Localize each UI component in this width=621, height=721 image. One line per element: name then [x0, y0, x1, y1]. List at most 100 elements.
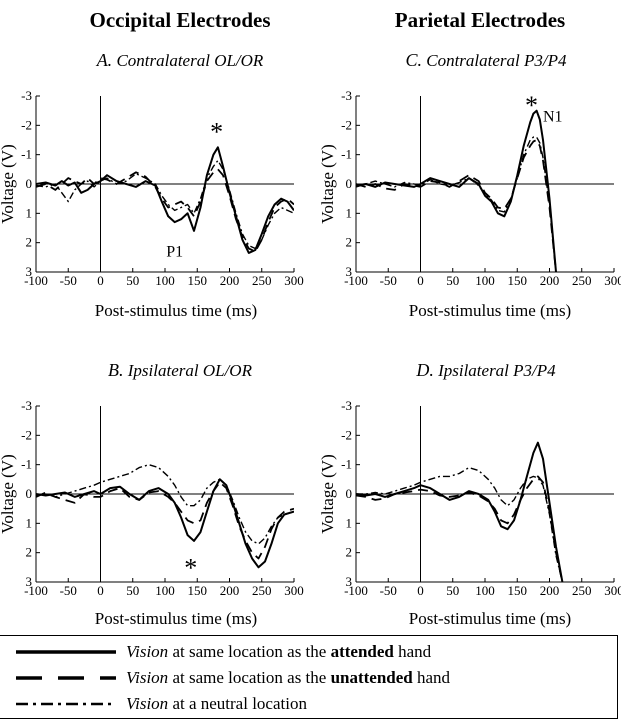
- y-tick-label-c: -3: [341, 88, 352, 103]
- peak-label-a: P1: [166, 243, 183, 260]
- y-tick-label-c: 1: [346, 205, 353, 220]
- x-axis-label-d: Post-stimulus time (ms): [408, 609, 572, 628]
- x-tick-label-c: -100: [344, 273, 368, 288]
- x-tick-label-c: 200: [540, 273, 560, 288]
- x-tick-label-c: 150: [508, 273, 528, 288]
- x-tick-label-d: 250: [572, 583, 592, 598]
- y-axis-label-d: Voltage (V): [318, 454, 337, 533]
- x-tick-label-b: 300: [284, 583, 304, 598]
- x-tick-label-b: 100: [155, 583, 175, 598]
- x-tick-label-d: 50: [446, 583, 459, 598]
- y-tick-label-a: 0: [26, 176, 33, 191]
- x-axis-label-b: Post-stimulus time (ms): [94, 609, 258, 628]
- y-axis-label-b: Voltage (V): [0, 454, 17, 533]
- panel-title-d: D. Ipsilateral P3/P4: [336, 360, 621, 381]
- legend-swatch-solid: [16, 650, 116, 654]
- column-title-parietal: Parietal Electrodes: [394, 8, 566, 32]
- y-tick-label-d: -2: [341, 427, 352, 442]
- chart-panel-c: -3 -2 -1 0 1 2 3-100 -50 0 50 100 150 200 250 300 Volta…: [318, 88, 621, 288]
- x-tick-label-a: 150: [188, 273, 208, 288]
- x-tick-label-b: 200: [220, 583, 240, 598]
- significance-star-b: *: [184, 553, 197, 582]
- series-line-dashdot-d: [356, 466, 564, 582]
- y-tick-label-a: -2: [21, 117, 32, 132]
- y-tick-label-a: 2: [26, 235, 33, 250]
- y-tick-label-c: 3: [346, 264, 353, 279]
- x-tick-label-d: 300: [604, 583, 621, 598]
- panel-title-text-d: Ipsilateral P3/P4: [438, 361, 556, 380]
- panel-letter-d: D.: [416, 360, 434, 380]
- series-line-solid-c: [356, 109, 557, 272]
- legend-text-unattended: Vision at same location as the unattende…: [126, 668, 451, 687]
- series-line-solid-d: [356, 441, 564, 582]
- panel-letter-a: A.: [96, 50, 113, 70]
- y-tick-label-c: 0: [346, 176, 353, 191]
- x-axis-label-a: Post-stimulus time (ms): [94, 301, 258, 320]
- y-tick-label-a: -3: [21, 88, 32, 103]
- x-tick-label-a: -100: [24, 273, 48, 288]
- panel-title-b: B. Ipsilateral OL/OR: [30, 360, 330, 381]
- legend-text-attended: Vision at same location as the attended …: [126, 642, 432, 661]
- series-line-dashed-c: [356, 139, 557, 272]
- peak-label-c: N1: [543, 109, 563, 126]
- x-tick-label-b: 150: [188, 583, 208, 598]
- significance-star-c: *: [525, 91, 538, 120]
- x-tick-label-a: -50: [60, 273, 77, 288]
- series-line-dashdot-b: [36, 463, 294, 545]
- panel-title-text-c: Contralateral P3/P4: [426, 51, 567, 70]
- x-tick-label-d: -50: [380, 583, 397, 598]
- x-tick-label-a: 250: [252, 273, 272, 288]
- x-tick-label-a: 300: [284, 273, 304, 288]
- y-tick-label-b: 2: [26, 545, 33, 560]
- x-tick-label-d: 100: [475, 583, 495, 598]
- x-tick-label-d: 200: [540, 583, 560, 598]
- y-tick-label-d: -1: [341, 457, 352, 472]
- chart-panel-b: -3 -2 -1 0 1 2 3-100 -50 0 50 100 150 200 250 300 Volta…: [0, 398, 304, 598]
- x-tick-label-b: 50: [126, 583, 139, 598]
- x-tick-label-b: 0: [97, 583, 104, 598]
- series-line-solid-b: [36, 478, 294, 569]
- x-tick-label-c: 0: [417, 273, 424, 288]
- panel-title-text-a: Contralateral OL/OR: [116, 51, 264, 70]
- y-tick-label-a: -1: [21, 147, 32, 162]
- x-tick-label-a: 50: [126, 273, 139, 288]
- y-tick-label-c: -1: [341, 147, 352, 162]
- significance-star-a: *: [210, 117, 223, 146]
- x-axis-label-c: Post-stimulus time (ms): [408, 301, 572, 320]
- y-tick-label-b: -1: [21, 457, 32, 472]
- series-line-solid-a: [36, 146, 294, 254]
- x-tick-label-a: 100: [155, 273, 175, 288]
- y-axis-label-a: Voltage (V): [0, 144, 17, 223]
- chart-panel-a: -3 -2 -1 0 1 2 3-100 -50 0 50 100 150 200 250 300 Volta…: [0, 88, 304, 288]
- x-tick-label-c: 100: [475, 273, 495, 288]
- y-tick-label-b: 3: [26, 574, 33, 589]
- y-axis-label-c: Voltage (V): [318, 144, 337, 223]
- x-tick-label-d: 150: [508, 583, 528, 598]
- y-tick-label-a: 3: [26, 264, 33, 279]
- y-tick-label-d: 0: [346, 486, 353, 501]
- x-tick-label-d: 0: [417, 583, 424, 598]
- y-tick-label-c: 2: [346, 235, 353, 250]
- y-tick-label-b: 0: [26, 486, 33, 501]
- x-tick-label-c: 300: [604, 273, 621, 288]
- panel-letter-c: C.: [405, 50, 422, 70]
- y-tick-label-d: 2: [346, 545, 353, 560]
- x-tick-label-c: 50: [446, 273, 459, 288]
- panel-title-c: C. Contralateral P3/P4: [336, 50, 621, 71]
- series-line-dashed-d: [356, 475, 564, 582]
- y-tick-label-c: -2: [341, 117, 352, 132]
- x-tick-label-d: -100: [344, 583, 368, 598]
- legend: Vision at same location as the attended …: [0, 635, 618, 719]
- x-tick-label-c: -50: [380, 273, 397, 288]
- x-tick-label-c: 250: [572, 273, 592, 288]
- panel-title-a: A. Contralateral OL/OR: [30, 50, 330, 71]
- column-title-occipital: Occipital Electrodes: [89, 8, 271, 32]
- series-line-dashdot-c: [356, 136, 557, 272]
- series-line-dashdot-a: [36, 159, 294, 250]
- x-tick-label-b: 250: [252, 583, 272, 598]
- x-tick-label-b: -50: [60, 583, 77, 598]
- y-tick-label-d: 3: [346, 574, 353, 589]
- y-tick-label-b: -2: [21, 427, 32, 442]
- legend-swatch-dashdot: [16, 702, 116, 706]
- y-tick-label-a: 1: [26, 205, 33, 220]
